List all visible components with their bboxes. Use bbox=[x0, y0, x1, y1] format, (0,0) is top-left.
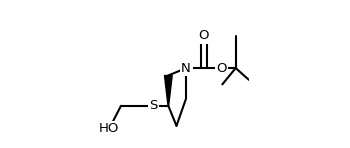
Text: HO: HO bbox=[99, 122, 119, 135]
Text: O: O bbox=[198, 29, 209, 42]
Polygon shape bbox=[164, 75, 172, 106]
Text: N: N bbox=[181, 62, 191, 75]
Text: O: O bbox=[216, 62, 227, 75]
Text: S: S bbox=[149, 99, 158, 112]
